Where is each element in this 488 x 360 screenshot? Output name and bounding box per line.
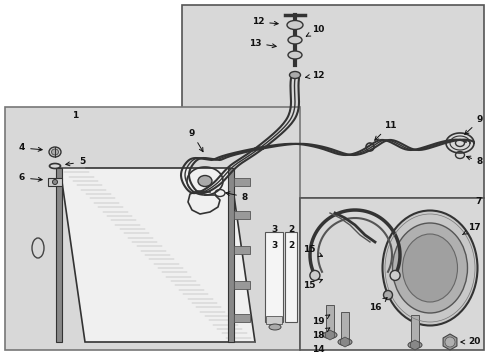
Text: 19: 19 (311, 315, 329, 327)
Ellipse shape (198, 175, 212, 186)
Bar (264, 232, 283, 322)
Text: 3: 3 (270, 225, 277, 234)
Bar (5, 107, 299, 350)
Bar (299, 198, 483, 350)
Text: 16: 16 (368, 298, 386, 311)
Ellipse shape (287, 51, 302, 59)
Text: 20: 20 (460, 338, 479, 346)
Ellipse shape (337, 338, 351, 346)
Ellipse shape (323, 332, 336, 338)
Bar (265, 316, 282, 324)
Ellipse shape (402, 234, 457, 302)
Bar (285, 232, 296, 322)
Bar (182, 5, 483, 198)
Ellipse shape (289, 72, 300, 78)
Ellipse shape (383, 291, 392, 300)
Ellipse shape (392, 223, 467, 313)
Ellipse shape (49, 147, 61, 157)
Text: 6: 6 (19, 174, 42, 183)
Text: 2: 2 (287, 241, 293, 250)
Bar (234, 178, 249, 186)
Polygon shape (60, 168, 254, 342)
Bar (56, 168, 62, 342)
Text: 15: 15 (302, 246, 322, 256)
Text: 9: 9 (188, 129, 203, 152)
Ellipse shape (51, 149, 59, 155)
Bar (48, 178, 62, 186)
Text: 18: 18 (311, 328, 329, 339)
Bar (234, 314, 249, 322)
Bar (234, 246, 249, 254)
Text: 4: 4 (19, 144, 42, 153)
Text: 14: 14 (311, 346, 324, 355)
Ellipse shape (407, 342, 421, 348)
Bar (410, 315, 418, 343)
Text: 8: 8 (225, 192, 247, 202)
Text: 3: 3 (270, 241, 277, 250)
Ellipse shape (268, 324, 281, 330)
Ellipse shape (287, 36, 302, 44)
Ellipse shape (382, 211, 476, 325)
Ellipse shape (309, 270, 319, 280)
Ellipse shape (286, 21, 303, 30)
Text: 8: 8 (466, 156, 482, 166)
Text: 2: 2 (287, 225, 293, 234)
Bar (234, 281, 249, 289)
Text: 5: 5 (66, 158, 85, 166)
Text: 9: 9 (464, 116, 482, 134)
Ellipse shape (389, 270, 399, 280)
Text: 15: 15 (302, 279, 322, 289)
Text: 17: 17 (462, 224, 479, 235)
Text: 11: 11 (374, 121, 395, 140)
Ellipse shape (52, 180, 58, 184)
Text: 1: 1 (72, 111, 78, 120)
Bar (340, 312, 348, 340)
Bar (227, 168, 234, 342)
Bar (234, 211, 249, 219)
Bar (325, 305, 333, 333)
Ellipse shape (444, 337, 454, 347)
Text: 12: 12 (305, 71, 324, 80)
Text: 10: 10 (305, 26, 324, 36)
Text: 7: 7 (475, 198, 481, 207)
Text: 12: 12 (251, 18, 278, 27)
Text: 13: 13 (248, 39, 276, 48)
